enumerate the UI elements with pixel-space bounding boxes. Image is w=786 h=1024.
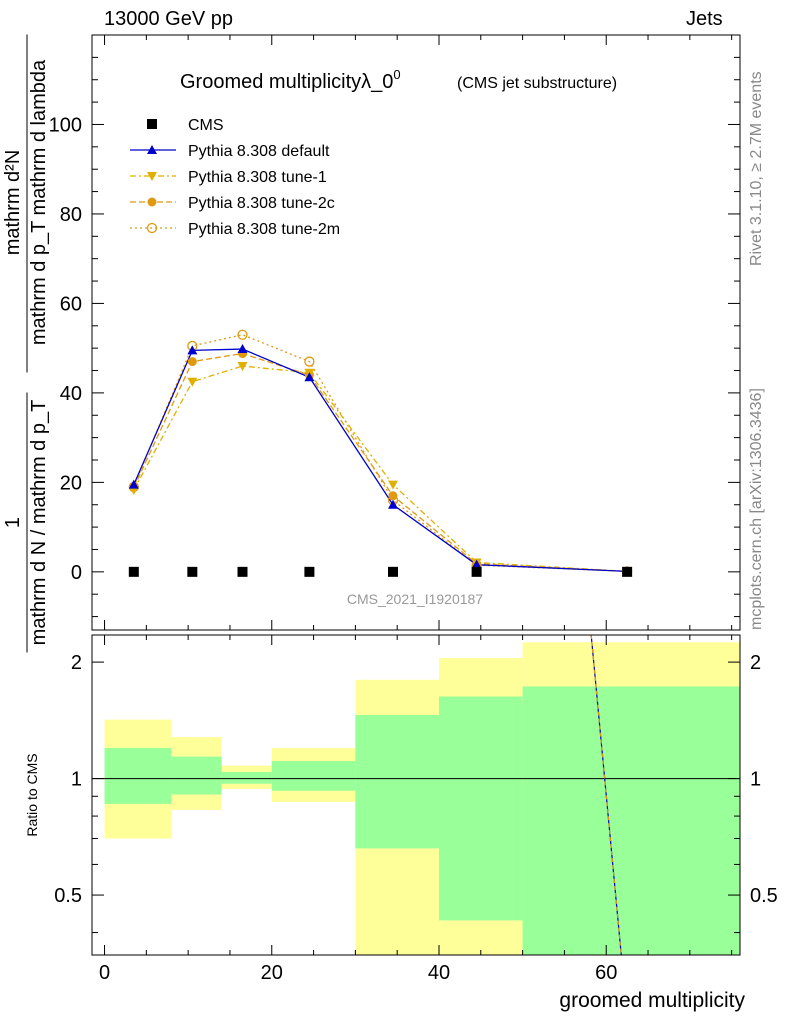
y-tick-label: 80 xyxy=(60,204,82,226)
data-point-tune-2c xyxy=(388,491,398,501)
data-point-tune-1 xyxy=(388,480,399,490)
data-point-cms xyxy=(237,566,248,577)
ratio-line-tunes xyxy=(590,634,622,956)
ratio-band-green xyxy=(221,771,272,784)
data-point-tune-2m xyxy=(237,329,248,340)
legend-label: Pythia 8.308 tune-2m xyxy=(188,221,340,238)
ratio-tick-label-right: 2 xyxy=(750,652,761,674)
legend-label: Pythia 8.308 tune-2c xyxy=(188,195,335,212)
data-point-default xyxy=(471,559,482,569)
data-point-cms xyxy=(147,119,157,129)
chart-watermark: CMS_2021_I1920187 xyxy=(347,591,483,607)
header-left: 13000 GeV pp xyxy=(104,8,233,30)
ratio-band-green xyxy=(271,761,356,791)
y-label-numerator: mathrm d²N xyxy=(2,150,24,256)
ratio-band-green xyxy=(522,686,740,955)
y-tick-label: 40 xyxy=(60,383,82,405)
data-point-default xyxy=(388,499,399,509)
x-tick-label: 0 xyxy=(99,962,110,984)
x-tick-label: 40 xyxy=(428,962,450,984)
y-tick-label: 60 xyxy=(60,293,82,315)
y-tick-label: 100 xyxy=(49,114,82,136)
ratio-tick-label: 1 xyxy=(71,769,82,791)
x-tick-label: 20 xyxy=(261,962,283,984)
ratio-band-green xyxy=(438,696,523,921)
data-point-default xyxy=(147,145,157,154)
data-point-default xyxy=(187,345,198,355)
ratio-tick-label: 0.5 xyxy=(54,885,82,907)
data-point-cms xyxy=(187,566,198,577)
data-point-tune-1 xyxy=(237,362,248,372)
chart-title: Groomed multiplicityλ_00 xyxy=(180,67,401,93)
x-tick-label: 60 xyxy=(595,962,617,984)
data-point-default xyxy=(128,479,139,489)
x-axis-label: groomed multiplicity xyxy=(559,989,745,1012)
main-plot-frame xyxy=(91,34,741,631)
series-line xyxy=(133,348,628,573)
chart-subtitle: (CMS jet substructure) xyxy=(457,75,617,92)
header-right: Jets xyxy=(686,8,723,30)
data-point-cms xyxy=(304,566,315,577)
data-point-tune-2c xyxy=(147,197,157,207)
data-point-default xyxy=(304,372,315,382)
data-point-cms xyxy=(622,566,633,577)
y-label-pre: 1 xyxy=(2,517,24,528)
ratio-band-green xyxy=(171,756,222,795)
y-label-pre-denominator: mathrm d N / mathrm d p_T xyxy=(28,400,50,646)
legend-label: Pythia 8.308 default xyxy=(188,143,330,160)
legend-label: CMS xyxy=(188,117,224,134)
data-point-cms xyxy=(471,566,482,577)
ratio-band-green xyxy=(355,714,439,849)
data-point-cms xyxy=(128,566,139,577)
ratio-tick-label-right: 0.5 xyxy=(750,885,778,907)
series-line xyxy=(133,334,628,573)
data-point-tune-2c xyxy=(187,357,197,367)
data-point-tune-2m xyxy=(146,222,158,234)
data-point-tune-1 xyxy=(147,172,157,181)
ratio-plot-frame xyxy=(91,634,741,956)
ratio-tick-label: 2 xyxy=(71,652,82,674)
ratio-band-green xyxy=(104,747,172,804)
legend-label: Pythia 8.308 tune-1 xyxy=(188,169,327,186)
chart-title-superscript: 0 xyxy=(393,67,400,82)
y-label-denominator: mathrm d p_T mathrm d lambda xyxy=(28,59,50,345)
ratio-tick-label-right: 1 xyxy=(750,769,761,791)
data-point-tune-1 xyxy=(187,377,198,387)
series-line xyxy=(133,365,628,573)
y-tick-label: 20 xyxy=(60,472,82,494)
data-point-tune-2m xyxy=(304,356,315,367)
y-axis-label: 1 mathrm d N / mathrm d p_T mathrm d²N math… xyxy=(2,34,50,653)
data-point-default xyxy=(237,344,248,354)
ratio-y-axis-label: Ratio to CMS xyxy=(24,753,40,836)
data-point-cms xyxy=(388,566,399,577)
series-line xyxy=(133,352,628,573)
y-tick-label: 0 xyxy=(71,562,82,584)
